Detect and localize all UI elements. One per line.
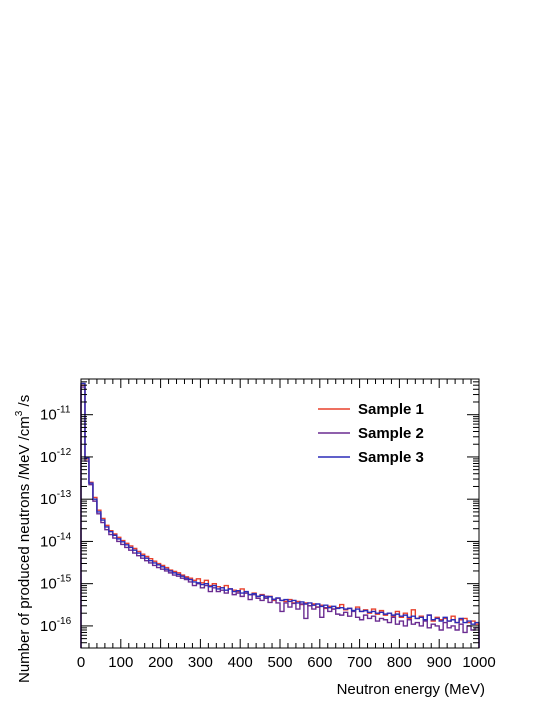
y-axis-title-tail: /s [16, 395, 33, 411]
x-tick-label: 300 [188, 654, 213, 671]
y-tick-label: 10-12 [40, 447, 72, 466]
x-tick-label: 1000 [462, 654, 495, 671]
y-tick-label: 10-16 [40, 616, 72, 635]
x-tick-label: 400 [228, 654, 253, 671]
y-tick-label: 10-13 [40, 489, 72, 508]
y-tick-label: 10-15 [40, 574, 72, 593]
series-2-histogram [80, 386, 480, 648]
legend-label-2: Sample 2 [358, 425, 424, 442]
x-tick-label: 600 [307, 654, 332, 671]
axis-layer: 0 100 200 300 400 500 600 700 800 900 1000 10-16 10-… [40, 378, 496, 671]
y-axis-title-main: Number of produced neutrons /MeV /cm [16, 416, 33, 683]
legend-label-1: Sample 1 [358, 401, 424, 418]
legend-label-3: Sample 3 [358, 449, 424, 466]
y-tick-label: 10-14 [40, 531, 72, 550]
x-tick-label: 500 [267, 654, 292, 671]
x-tick-label: 700 [347, 654, 372, 671]
x-tick-label: 0 [77, 654, 85, 671]
series-layer [80, 382, 480, 648]
x-tick-label: 100 [108, 654, 133, 671]
legend: Sample 1 Sample 2 Sample 3 [318, 401, 424, 466]
y-axis-title: Number of produced neutrons /MeV /cm3 /s [14, 395, 33, 683]
x-tick-label: 900 [427, 654, 452, 671]
x-axis-title: Neutron energy (MeV) [337, 681, 485, 698]
y-tick-label: 10-11 [40, 405, 71, 424]
x-tick-label: 200 [148, 654, 173, 671]
y-axis-title-sup: 3 [14, 410, 25, 416]
series-3-histogram [80, 382, 480, 648]
x-tick-label: 800 [387, 654, 412, 671]
